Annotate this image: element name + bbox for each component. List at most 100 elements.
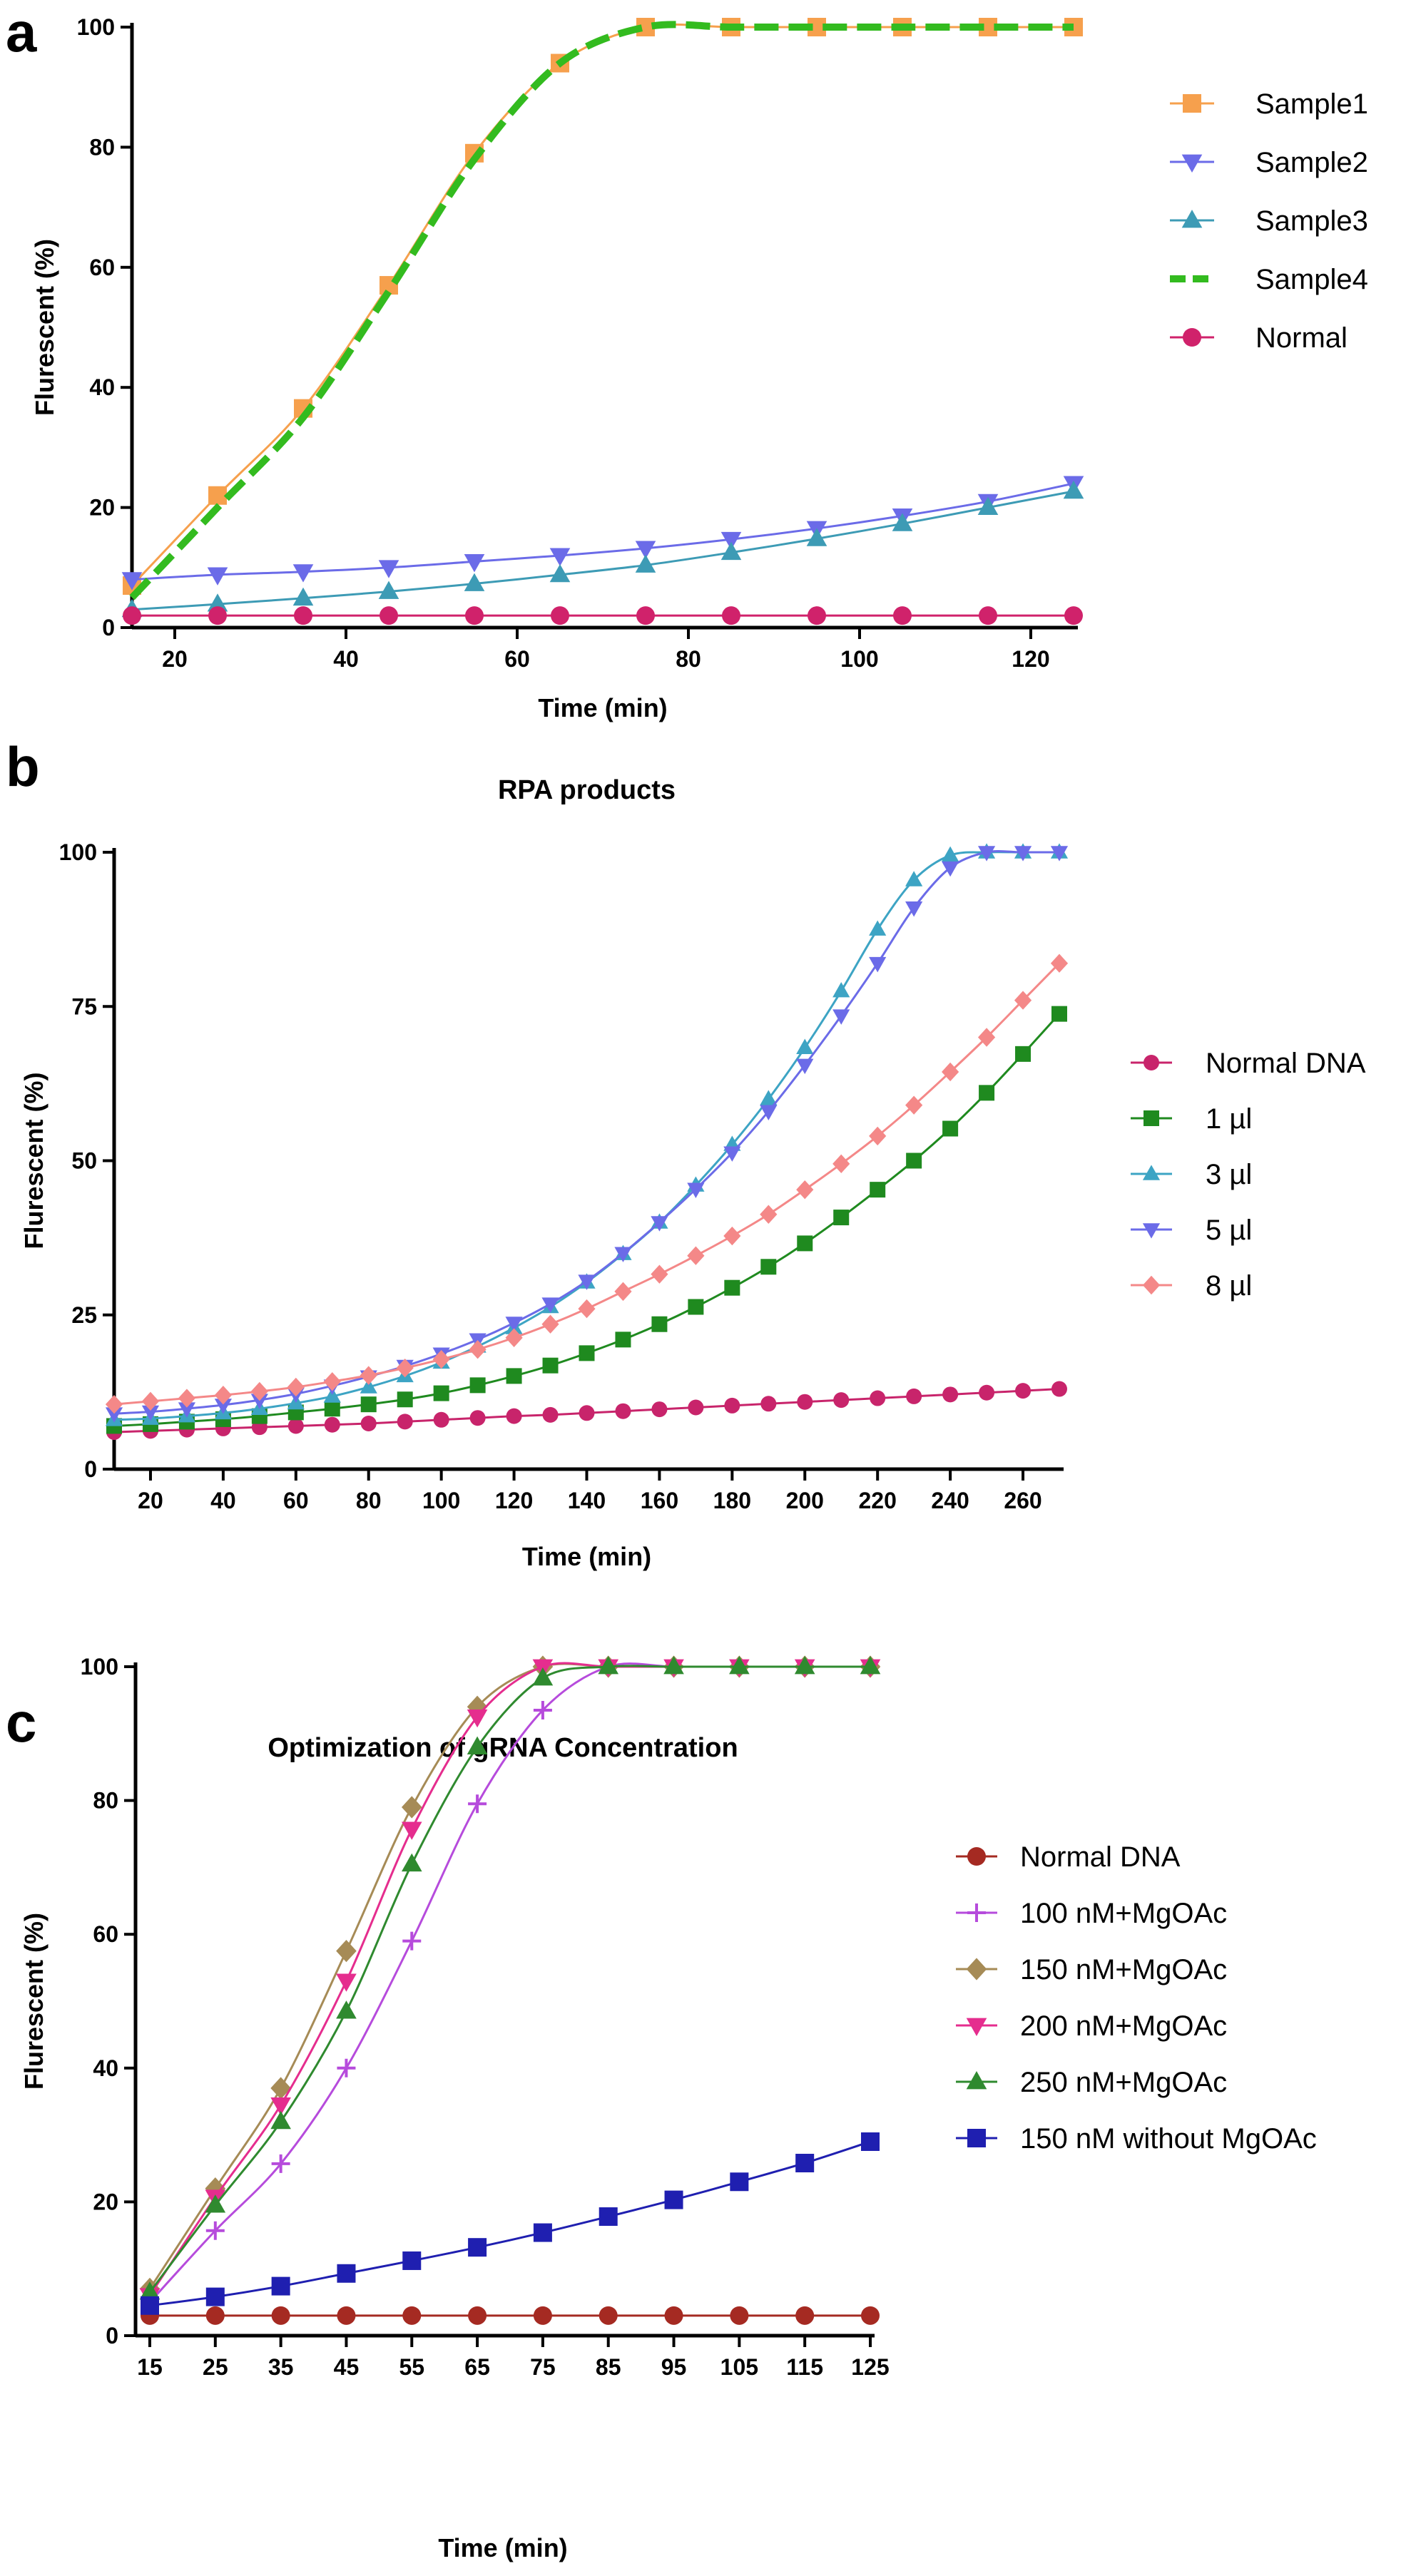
data-point-normal <box>722 606 740 625</box>
data-point-3-l <box>796 1038 814 1055</box>
data-point-normal <box>636 606 655 625</box>
y-axis-label-a: Flurescent (%) <box>30 239 59 416</box>
legend-item-b-5-l: 5 µl <box>1131 1215 1252 1246</box>
x-tick-label-a: 20 <box>162 646 188 672</box>
data-point-8-l <box>432 1349 450 1369</box>
legend-label: 5 µl <box>1206 1215 1252 1246</box>
series-line-150-nm-without-mgoac <box>149 2140 871 2307</box>
data-point-normal <box>893 606 912 625</box>
series-line-sample4 <box>129 21 1074 600</box>
y-tick-label-b: 100 <box>59 839 97 865</box>
legend-swatch-marker <box>1183 328 1201 347</box>
data-point-normal-dna <box>433 1411 449 1428</box>
data-point-normal-dna <box>979 1384 995 1401</box>
legend-label: Normal DNA <box>1206 1048 1366 1079</box>
y-tick-label-b: 0 <box>84 1456 97 1482</box>
data-point-250-nm-mgoac <box>729 1656 750 1675</box>
y-tick-label-c: 20 <box>93 2189 118 2214</box>
data-point-sample2 <box>292 564 314 583</box>
legend-swatch-marker <box>1142 1223 1161 1239</box>
data-point-3-l <box>905 871 923 886</box>
data-point-8-l <box>869 1126 887 1146</box>
data-point-normal <box>465 606 484 625</box>
data-point-5-l <box>942 861 959 877</box>
data-point-8-l <box>505 1328 523 1347</box>
data-point-1-l <box>651 1316 668 1332</box>
data-point-1-l <box>760 1259 777 1275</box>
data-point-sample3 <box>1063 480 1084 499</box>
data-point-5-l <box>869 956 887 973</box>
data-point-sample3 <box>292 587 314 606</box>
y-tick-label-a: 100 <box>77 14 115 40</box>
x-tick-label-b: 120 <box>495 1488 533 1513</box>
data-point-sample2 <box>121 572 143 591</box>
y-tick-label-c: 40 <box>93 2055 118 2081</box>
data-point-5-l <box>178 1402 196 1418</box>
x-tick-label-b: 80 <box>356 1488 382 1513</box>
y-axis-label-c: Flurescent (%) <box>19 1913 49 2090</box>
legend-swatch-marker <box>1181 210 1203 228</box>
legend-swatch-marker <box>967 2129 986 2147</box>
data-point-150-nm-without-mgoac <box>664 2190 683 2209</box>
data-point-normal-dna <box>579 1405 595 1421</box>
series-a-sample4 <box>129 21 1074 600</box>
x-axis-label-a: Time (min) <box>538 693 667 722</box>
legend-swatch-marker <box>1144 1110 1159 1126</box>
chart-b: RPA products 0 25 50 75 100 20 40 60 80 100 120 140 1… <box>19 775 1366 1571</box>
legend-item-a-sample1: Sample1 <box>1170 88 1368 120</box>
data-point-normal-dna <box>730 2306 749 2325</box>
data-point-8-l <box>977 1028 996 1047</box>
data-point-sample3 <box>464 573 485 591</box>
data-point-5-l <box>105 1407 123 1423</box>
panel-letter-c: c <box>6 1691 36 1754</box>
x-tick-label-a: 60 <box>504 646 530 672</box>
data-point-250-nm-mgoac <box>532 1667 554 1686</box>
data-point-sample3 <box>378 581 399 599</box>
y-tick-label-a: 80 <box>89 134 115 160</box>
data-point-1-l <box>1051 1006 1067 1022</box>
x-tick-label-c: 105 <box>720 2354 758 2380</box>
x-tick-label-c: 15 <box>137 2354 163 2380</box>
legend-swatch-marker <box>967 1847 986 1866</box>
data-point-8-l <box>287 1377 305 1397</box>
data-point-normal-dna <box>942 1386 959 1403</box>
x-tick-label-c: 35 <box>268 2354 294 2380</box>
data-point-150-nm-mgoac <box>401 1796 422 1819</box>
x-tick-label-b: 220 <box>858 1488 896 1513</box>
data-point-150-nm-mgoac <box>270 2077 291 2100</box>
y-tick-label-a: 60 <box>89 255 115 280</box>
legend-swatch-marker <box>1142 1165 1161 1180</box>
legend-label: Sample2 <box>1255 147 1368 178</box>
data-point-1-l <box>833 1210 850 1226</box>
legend-label: Sample1 <box>1255 88 1368 120</box>
data-point-normal-dna <box>287 1418 304 1434</box>
data-point-normal-dna <box>533 2306 552 2325</box>
series-a-sample2 <box>121 476 1084 591</box>
legend-item-a-sample3: Sample3 <box>1170 205 1368 237</box>
data-point-250-nm-mgoac <box>270 2110 291 2130</box>
series-line-8-l <box>113 962 1061 1406</box>
series-c-250-nm-mgoac <box>139 1656 881 2300</box>
data-point-5-l <box>1050 846 1069 862</box>
data-point-1-l <box>870 1182 886 1198</box>
series-a-sample1 <box>123 18 1083 596</box>
data-point-200-nm-mgoac <box>336 1973 357 1992</box>
data-point-5-l <box>250 1394 268 1409</box>
data-point-normal-dna <box>324 1416 340 1433</box>
x-tick-label-a: 40 <box>333 646 359 672</box>
series-c-normal-dna <box>141 2306 880 2325</box>
data-point-8-l <box>323 1371 341 1391</box>
data-point-normal-dna <box>795 2306 815 2325</box>
data-point-250-nm-mgoac <box>663 1656 684 1675</box>
data-point-250-nm-mgoac <box>467 1736 488 1754</box>
data-point-normal <box>208 606 227 625</box>
data-point-1-l <box>724 1279 740 1296</box>
chart-c: Optimization of gRNA Concentration 0 20 40 6… <box>19 1654 1317 2562</box>
data-point-1-l <box>1015 1046 1032 1062</box>
data-point-200-nm-mgoac <box>401 1821 422 1840</box>
x-tick-label-b: 260 <box>1004 1488 1041 1513</box>
data-point-sample2 <box>635 541 656 559</box>
data-point-normal-dna <box>797 1394 813 1410</box>
data-point-150-nm-without-mgoac <box>533 2223 552 2242</box>
chart-title-b: RPA products <box>498 775 676 805</box>
